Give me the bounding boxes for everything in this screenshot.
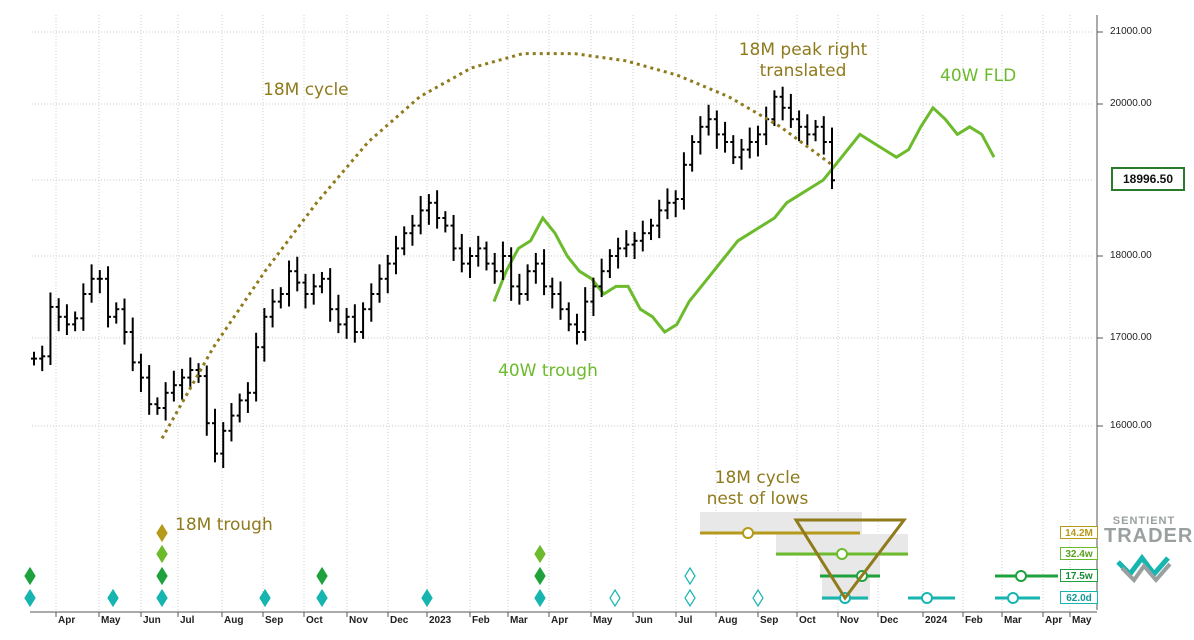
diamond-62d [421, 588, 433, 608]
logo-line1: SENTIENT [1112, 515, 1176, 527]
nest-triangle-layer [793, 518, 908, 601]
logo-mark-icon [1116, 553, 1172, 584]
x-tick-label: Feb [965, 615, 983, 626]
diamond-62d [107, 588, 119, 608]
annotation-18m-cycle: 18M cycle [263, 80, 349, 100]
x-tick-label: Sep [760, 615, 779, 626]
diamond-17-5w [156, 566, 168, 586]
y-tick-label: 21000.00 [1110, 26, 1152, 37]
cycle-label-32-4w: 32.4w [1060, 547, 1098, 560]
x-tick-label: May [1072, 615, 1092, 626]
cycle-dot-17-5w-next [1015, 570, 1027, 582]
x-tick-label: Feb [472, 615, 490, 626]
x-tick-label: Jun [143, 615, 161, 626]
annotation-nest-line1: 18M cycle [714, 468, 801, 488]
last-price-tag: 18996.50 [1111, 167, 1185, 191]
x-tick-label: Jun [635, 615, 653, 626]
annotation-40w-trough: 40W trough [498, 361, 598, 381]
x-tick-label: Jul [678, 615, 693, 626]
x-tick-label: Apr [551, 615, 569, 626]
cycle-dot-62-0d [1007, 592, 1019, 604]
cycle-boxes [700, 512, 908, 600]
logo-line2: TRADER [1104, 525, 1194, 547]
cycle-dot-14-2m [742, 527, 754, 539]
x-tick-label: Oct [799, 615, 816, 626]
x-tick-label: Apr [1045, 615, 1063, 626]
y-tick-label: 20000.00 [1110, 98, 1152, 109]
cycle-dot-32-4w [836, 548, 848, 560]
y-tick-label: 16000.00 [1110, 420, 1152, 431]
diamond-62d [316, 588, 328, 608]
diamond-17-5w [24, 566, 36, 586]
annotation-18m-peak: 18M peak right translated [738, 40, 868, 82]
fld-layer [492, 105, 996, 334]
x-tick-label: Aug [718, 615, 738, 626]
diamond-32-4w [156, 544, 168, 564]
annotation-nest-of-lows: 18M cycle nest of lows [700, 468, 815, 510]
x-tick-label: Mar [1004, 615, 1022, 626]
cycle-label-17-5w: 17.5w [1060, 569, 1098, 582]
sentient-trader-logo: SENTIENT TRADER [1104, 515, 1194, 589]
x-tick-label: May [101, 615, 121, 626]
cycle-box-14-2m [700, 512, 862, 534]
x-tick-label: Nov [840, 615, 859, 626]
annotation-nest-line2: nest of lows [706, 489, 809, 509]
diamond-62d [534, 588, 546, 608]
cycle-arc-layer [160, 52, 833, 440]
diamond-32-4w [534, 544, 546, 564]
cycle-label-14-2m: 14.2M [1060, 526, 1098, 539]
cycle-label-62-0d: 62.0d [1060, 591, 1098, 604]
annotation-40w-fld: 40W FLD [940, 66, 1017, 86]
annotation-18m-trough: 18M trough [175, 515, 273, 535]
x-tick-label: Sep [265, 615, 284, 626]
diamond-62d-open [684, 588, 696, 608]
diamond-62d [156, 588, 168, 608]
x-tick-label: Oct [306, 615, 323, 626]
x-tick-label: 2024 [925, 615, 948, 626]
x-tick-label: Jul [180, 615, 195, 626]
diamond-17-5w-open [684, 566, 696, 586]
x-tick-label: 2023 [429, 615, 452, 626]
price-bars [31, 86, 835, 469]
cycle-dot-62-0d [921, 592, 933, 604]
cycle-arc [160, 52, 833, 440]
annotation-18m-peak-line1: 18M peak right [738, 40, 868, 60]
x-tick-label: Nov [349, 615, 368, 626]
diamond-62d [24, 588, 36, 608]
annotation-18m-peak-line2: translated [759, 61, 847, 81]
x-tick-label: Aug [224, 615, 244, 626]
diamond-14-2m [156, 523, 168, 543]
diamond-62d [259, 588, 271, 608]
x-tick-label: May [593, 615, 613, 626]
x-tick-label: Mar [510, 615, 528, 626]
nest-triangle [793, 518, 908, 601]
diamond-62d-open [609, 588, 621, 608]
x-tick-label: Dec [390, 615, 409, 626]
cycle-lines [700, 527, 1058, 604]
cycle-markers [24, 523, 764, 608]
diamond-17-5w [534, 566, 546, 586]
fld-line [492, 105, 996, 334]
x-tick-label: Apr [58, 615, 76, 626]
y-tick-label: 18000.00 [1110, 250, 1152, 261]
cycle-box-62-0d [822, 578, 870, 600]
y-tick-label: 17000.00 [1110, 332, 1152, 343]
diamond-17-5w [316, 566, 328, 586]
diamond-62d-open [752, 588, 764, 608]
x-tick-label: Dec [880, 615, 899, 626]
